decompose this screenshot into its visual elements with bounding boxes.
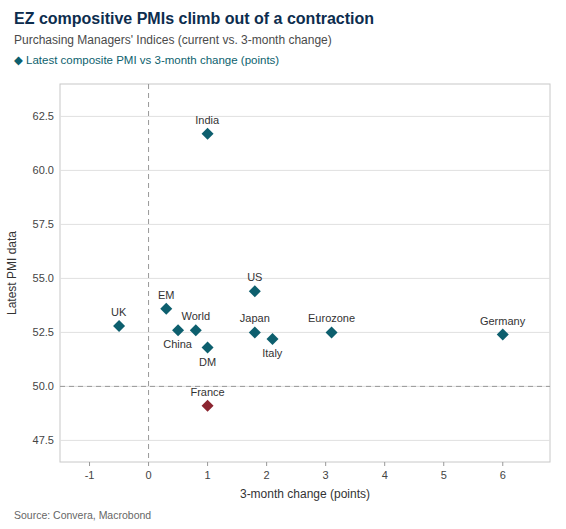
point-label: India [195, 114, 220, 126]
source: Source: Convera, Macrobond [14, 509, 151, 521]
grid-line [60, 116, 550, 117]
x-tick-label: -1 [85, 469, 95, 481]
point [113, 320, 125, 332]
plot-frame [60, 84, 550, 462]
x-tick [266, 462, 267, 466]
point-label: Germany [480, 315, 526, 327]
point [172, 324, 184, 336]
point-label: World [182, 310, 211, 322]
point-label: Eurozone [308, 312, 355, 324]
point-label: China [163, 338, 193, 350]
point-label: Italy [262, 347, 283, 359]
point-label: US [247, 271, 262, 283]
point [497, 329, 509, 341]
reference-line [60, 386, 550, 387]
legend-label: ◆ Latest composite PMI vs 3-month change… [14, 54, 279, 66]
point-label: Japan [240, 312, 270, 324]
point [190, 324, 202, 336]
y-tick-label: 50.0 [33, 380, 54, 392]
grid-line [60, 170, 550, 171]
point-label: UK [111, 306, 127, 318]
y-tick-label: 52.5 [33, 326, 54, 338]
x-tick-label: 3 [323, 469, 329, 481]
point [202, 128, 214, 140]
y-tick-label: 55.0 [33, 272, 54, 284]
plot-area [60, 84, 550, 462]
point [249, 285, 261, 297]
subtitle: Purchasing Managers' Indices (current vs… [14, 33, 332, 47]
point [267, 333, 279, 345]
x-tick [384, 462, 385, 466]
markers [113, 128, 509, 412]
grid-line [60, 224, 550, 225]
x-tick [325, 462, 326, 466]
reference-line [148, 84, 149, 462]
x-tick-label: 5 [441, 469, 447, 481]
x-tick-label: 4 [382, 469, 388, 481]
y-tick-label: 47.5 [33, 434, 54, 446]
grid-line [60, 332, 550, 333]
x-tick-label: 6 [500, 469, 506, 481]
x-tick [502, 462, 503, 466]
y-tick-label: 60.0 [33, 164, 54, 176]
x-axis-label: 3-month change (points) [240, 487, 370, 501]
point [160, 303, 172, 315]
grid-line [60, 440, 550, 441]
point-label: EM [158, 289, 175, 301]
y-tick-label: 57.5 [33, 218, 54, 230]
grid-line [60, 278, 550, 279]
x-tick [89, 462, 90, 466]
x-tick [207, 462, 208, 466]
x-tick [148, 462, 149, 466]
chart: EZ compositive PMIs climb out of a contr… [0, 0, 566, 529]
point [249, 326, 261, 338]
point-label: DM [199, 356, 216, 368]
x-tick-label: 0 [145, 469, 151, 481]
x-tick-label: 1 [205, 469, 211, 481]
point [202, 342, 214, 354]
point [202, 400, 214, 412]
grid-line [60, 386, 550, 387]
y-axis-label: Latest PMI data [5, 231, 19, 315]
x-tick-label: 2 [264, 469, 270, 481]
point-label: France [190, 386, 224, 398]
point-labels: UK EM China World DM India US Japan Italy Eurozon… [111, 114, 526, 398]
point [326, 326, 338, 338]
title: EZ compositive PMIs climb out of a contr… [14, 10, 374, 27]
x-tick [443, 462, 444, 466]
y-tick-label: 62.5 [33, 110, 54, 122]
